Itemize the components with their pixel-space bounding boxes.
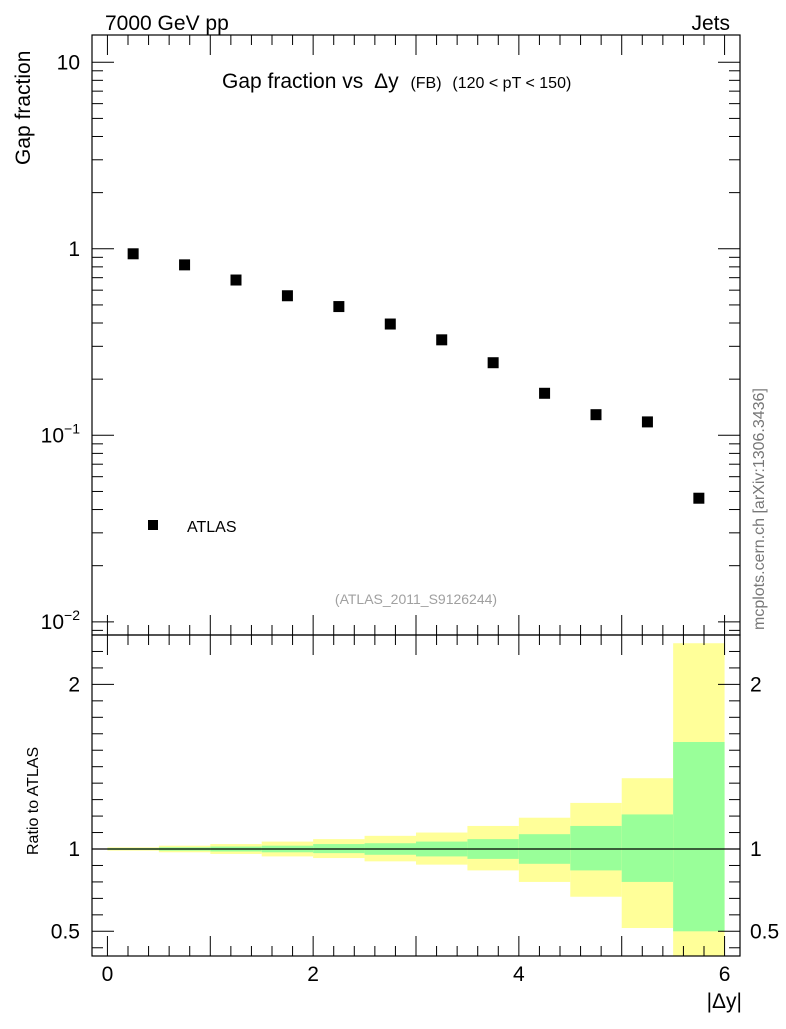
data-point-5 bbox=[384, 318, 396, 330]
ratio-axis-ticks bbox=[92, 635, 740, 956]
chart-title-range: (120 < pT < 150) bbox=[452, 75, 571, 92]
y-axis-label-ratio: Ratio to ATLAS bbox=[25, 747, 42, 855]
data-point-6 bbox=[436, 334, 448, 346]
ratio-band-inner-11 bbox=[673, 742, 725, 932]
x-tick-label-2: 4 bbox=[513, 963, 525, 986]
ratio-plot-frame bbox=[91, 634, 741, 957]
x-axis-label: |Δy| bbox=[707, 990, 742, 1013]
data-point-8 bbox=[539, 387, 551, 399]
ratio-y-tick-label-right-2: 2 bbox=[750, 673, 762, 696]
data-point-7 bbox=[487, 357, 499, 369]
chart-title-tag: (FB) bbox=[410, 75, 441, 92]
legend-marker bbox=[148, 520, 158, 530]
legend-entry-atlas: ATLAS bbox=[187, 519, 237, 536]
data-point-2 bbox=[230, 274, 242, 286]
main-y-tick-label-2: 1 bbox=[68, 238, 80, 261]
main-y-tick-label-3: 10 bbox=[57, 51, 80, 74]
main-y-tick-label-0: 10−2 bbox=[41, 607, 81, 634]
ratio-band-inner-9 bbox=[570, 825, 622, 871]
tick-labels: 10−2 10−1 1 10 0.5 0.5 1 1 2 2 0 2 4 6 bbox=[41, 51, 780, 986]
data-point-10 bbox=[641, 416, 653, 428]
x-tick-label-3: 6 bbox=[719, 963, 731, 986]
ratio-bands bbox=[107, 643, 725, 956]
ratio-y-tick-label-left-2: 2 bbox=[68, 673, 80, 696]
data-point-9 bbox=[590, 409, 602, 421]
header-left-label: 7000 GeV pp bbox=[105, 12, 229, 35]
x-tick-label-1: 2 bbox=[307, 963, 319, 986]
chart-title: Gap fraction vs Δy (FB) (120 < pT < 150) bbox=[222, 70, 571, 93]
x-tick-label-0: 0 bbox=[102, 963, 114, 986]
main-plot-frame bbox=[91, 34, 741, 636]
ratio-band-inner-10 bbox=[621, 814, 674, 882]
ratio-y-tick-label-left-1: 1 bbox=[68, 838, 80, 861]
ratio-y-tick-label-right-0: 0.5 bbox=[750, 920, 779, 943]
analysis-label: (ATLAS_2011_S9126244) bbox=[335, 591, 497, 607]
ratio-y-tick-label-right-1: 1 bbox=[750, 838, 762, 861]
main-data-points bbox=[127, 248, 705, 504]
ratio-y-tick-label-left-0: 0.5 bbox=[51, 920, 80, 943]
chart-title-main: Gap fraction vs bbox=[222, 70, 363, 93]
data-point-3 bbox=[281, 290, 293, 302]
data-point-11 bbox=[693, 492, 705, 504]
watermark-text: mcplots.cern.ch [arXiv:1306.3436] bbox=[751, 388, 768, 630]
y-axis-label-main: Gap fraction bbox=[12, 51, 35, 165]
data-point-0 bbox=[127, 248, 139, 260]
header-right-label: Jets bbox=[691, 12, 730, 35]
data-point-1 bbox=[179, 259, 191, 271]
main-y-tick-label-1: 10−1 bbox=[41, 420, 81, 447]
main-axis-ticks bbox=[92, 35, 740, 635]
chart-title-delta: Δy bbox=[374, 70, 399, 93]
data-point-4 bbox=[333, 301, 345, 313]
